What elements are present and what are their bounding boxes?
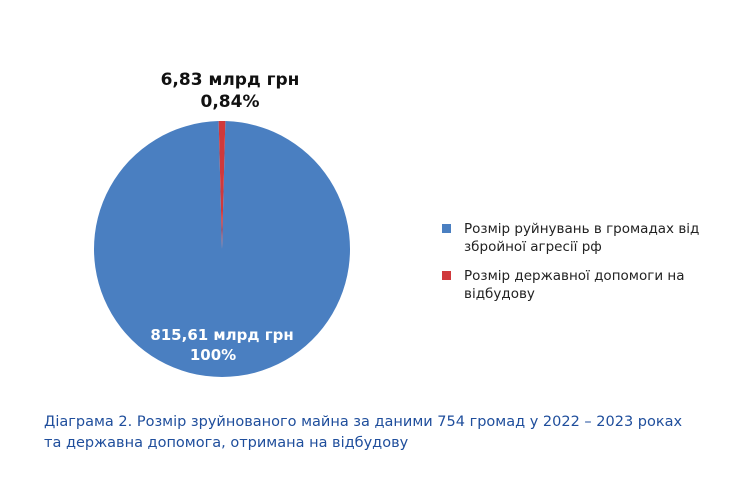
legend-swatch-state-aid	[442, 271, 451, 280]
pie-slice-destruction[interactable]	[93, 121, 350, 378]
caption-line-2: та державна допомога, отримана на відбуд…	[44, 435, 409, 451]
legend-label-state-aid: Розмір державної допомоги на відбудову	[464, 268, 685, 302]
legend-item-destruction[interactable]: Розмір руйнувань в громадах від збройної…	[440, 220, 730, 256]
caption-line-1: Діаграма 2. Розмір зруйнованого майна за…	[44, 414, 683, 430]
data-label-destruction-value: 815,61 млрд грн	[150, 326, 293, 344]
legend-label-destruction: Розмір руйнувань в громадах від збройної…	[464, 221, 700, 255]
legend: Розмір руйнувань в громадах від збройної…	[440, 220, 730, 314]
data-label-destruction-percent: 100%	[190, 346, 236, 364]
pie-slice-state-aid[interactable]	[218, 120, 226, 249]
chart-caption: Діаграма 2. Розмір зруйнованого майна за…	[44, 412, 724, 454]
data-label-aid-value: 6,83 млрд грн	[161, 70, 300, 90]
data-label-aid-percent: 0,84%	[201, 92, 260, 112]
legend-swatch-destruction	[442, 224, 451, 233]
legend-item-state-aid[interactable]: Розмір державної допомоги на відбудову	[440, 267, 730, 303]
